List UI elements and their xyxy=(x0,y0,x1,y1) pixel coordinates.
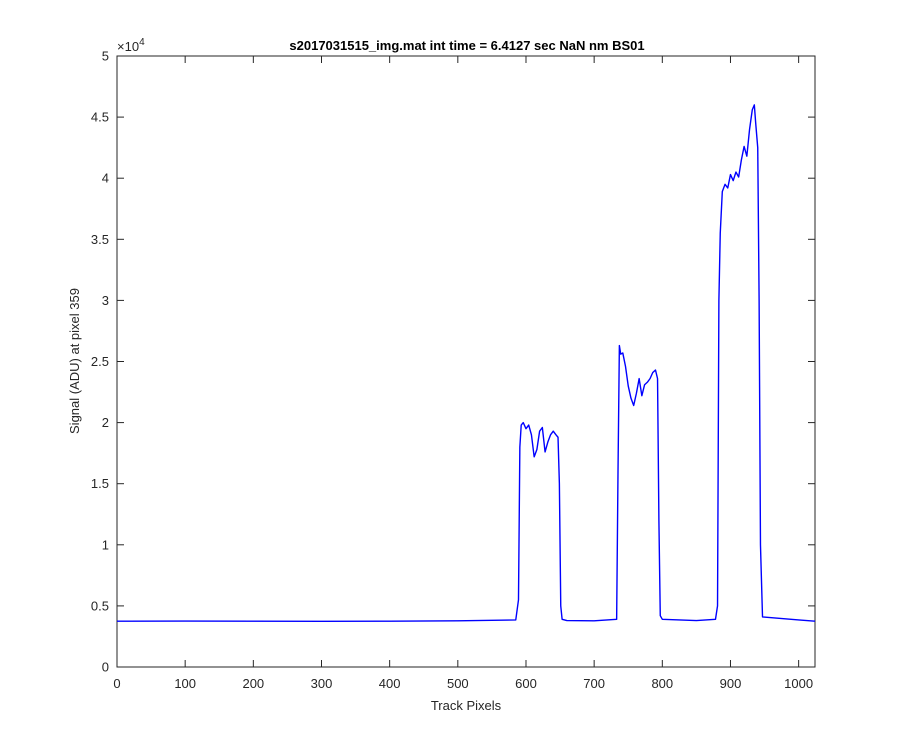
y-exponent-base: ×10 xyxy=(117,39,139,54)
y-tick-label: 2 xyxy=(102,415,109,430)
x-tick-label: 200 xyxy=(242,676,264,691)
y-tick-label: 0.5 xyxy=(91,598,109,613)
svg-text:×104: ×104 xyxy=(117,37,145,54)
y-tick-label: 5 xyxy=(102,49,109,64)
x-tick-label: 900 xyxy=(720,676,742,691)
x-tick-label: 400 xyxy=(379,676,401,691)
y-axis-label: Signal (ADU) at pixel 359 xyxy=(67,288,82,434)
y-tick-label: 3 xyxy=(102,293,109,308)
y-tick-label: 0 xyxy=(102,660,109,675)
axes-box xyxy=(116,55,816,668)
x-tick-label: 800 xyxy=(651,676,673,691)
y-axis-exponent: ×104 xyxy=(117,37,145,54)
y-tick-label: 2.5 xyxy=(91,354,109,369)
y-tick-label: 1 xyxy=(102,537,109,552)
plot-area xyxy=(116,55,816,668)
x-tick-label: 600 xyxy=(515,676,537,691)
y-tick-label: 4 xyxy=(102,171,109,186)
signal-line xyxy=(116,104,816,622)
y-exponent-power: 4 xyxy=(139,37,145,48)
x-tick-label: 300 xyxy=(311,676,333,691)
y-tick-label: 4.5 xyxy=(91,110,109,125)
y-axis-ticks: 0 0.5 1 1.5 2 2.5 3 3.5 4 4.5 5 xyxy=(91,49,815,675)
x-axis-ticks: 0 100 200 300 400 500 600 700 800 900 1000 xyxy=(113,56,813,691)
x-tick-label: 700 xyxy=(583,676,605,691)
x-tick-label: 100 xyxy=(174,676,196,691)
x-tick-label: 500 xyxy=(447,676,469,691)
y-tick-label: 3.5 xyxy=(91,232,109,247)
y-tick-label: 1.5 xyxy=(91,476,109,491)
x-axis-label: Track Pixels xyxy=(431,698,502,713)
x-tick-label: 1000 xyxy=(784,676,813,691)
chart-title: s2017031515_img.mat int time = 6.4127 se… xyxy=(289,38,644,53)
x-tick-label: 0 xyxy=(113,676,120,691)
